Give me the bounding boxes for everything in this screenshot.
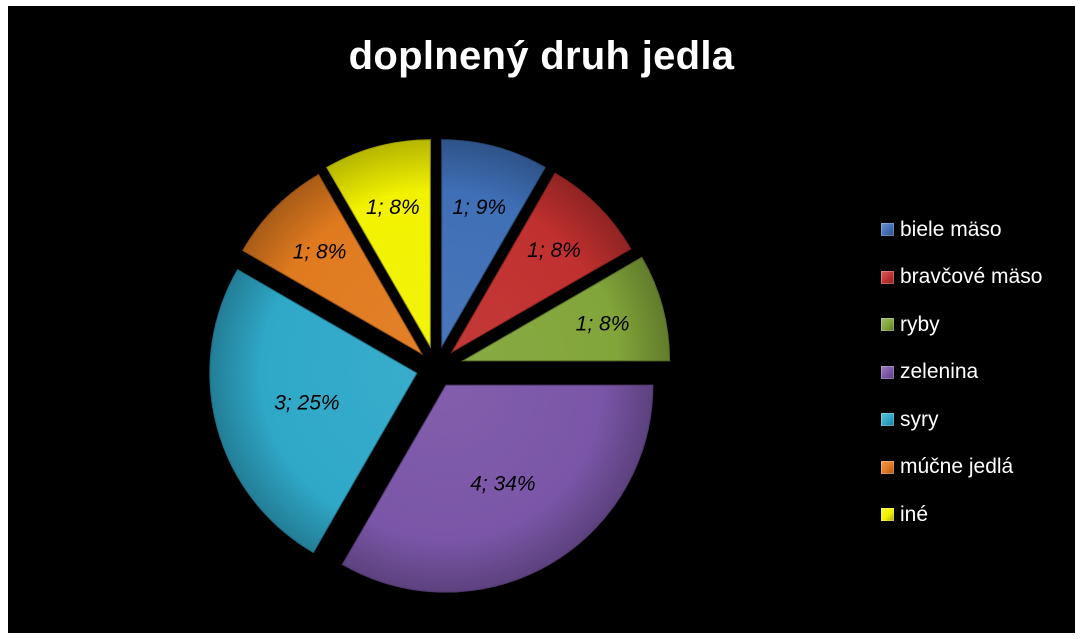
legend-label: biele mäso: [900, 217, 1002, 241]
legend-label: ryby: [900, 312, 940, 336]
legend-item-3: ryby: [881, 301, 1071, 349]
legend-item-1: biele mäso: [881, 206, 1071, 254]
pie-slice-6: [242, 174, 424, 356]
legend-label: syry: [900, 407, 939, 431]
pie-slice-3: [460, 256, 671, 362]
slice-data-label-4: 4; 34%: [470, 473, 535, 496]
legend-swatch: [881, 413, 894, 427]
legend-swatch: [881, 508, 894, 522]
legend-item-4: zelenina: [881, 349, 1071, 397]
legend-item-5: syry: [881, 396, 1071, 444]
legend-label: múčne jedlá: [900, 455, 1014, 479]
legend-item-2: bravčové mäso: [881, 254, 1071, 302]
pie-slice-2: [450, 172, 632, 354]
slice-data-label-2: 1; 8%: [527, 239, 581, 262]
slice-data-label-3: 1; 8%: [576, 312, 630, 335]
slice-data-label-5: 3; 25%: [274, 392, 339, 415]
pie-slice-5: [209, 268, 418, 554]
pie-slice-4: [341, 384, 654, 593]
legend-swatch: [881, 223, 894, 237]
pie-slice-7: [326, 139, 431, 349]
chart-frame: doplnený druh jedla 1; 9% 1; 8% 1; 8% 4; 34…: [8, 6, 1075, 633]
legend-label: bravčové mäso: [900, 265, 1043, 289]
legend-swatch: [881, 318, 894, 332]
slice-data-label-7: 1; 8%: [366, 196, 420, 219]
legend-swatch: [881, 365, 894, 379]
slice-data-label-6: 1; 8%: [293, 241, 347, 264]
legend-swatch: [881, 270, 894, 284]
pie-slice-1: [441, 139, 546, 349]
chart-title: doplnený druh jedla: [348, 34, 735, 78]
legend-label: iné: [900, 502, 929, 526]
slice-data-label-1: 1; 9%: [452, 196, 506, 219]
legend-swatch: [881, 460, 894, 474]
legend: biele mäso bravčové mäso ryby zelenina syry m…: [881, 206, 1071, 539]
legend-item-7: iné: [881, 491, 1071, 539]
legend-item-6: múčne jedlá: [881, 444, 1071, 492]
pie-chart: 1; 9% 1; 8% 1; 8% 4; 34% 3; 25% 1; 8% 1; 8%: [209, 139, 671, 593]
legend-label: zelenina: [900, 360, 979, 384]
